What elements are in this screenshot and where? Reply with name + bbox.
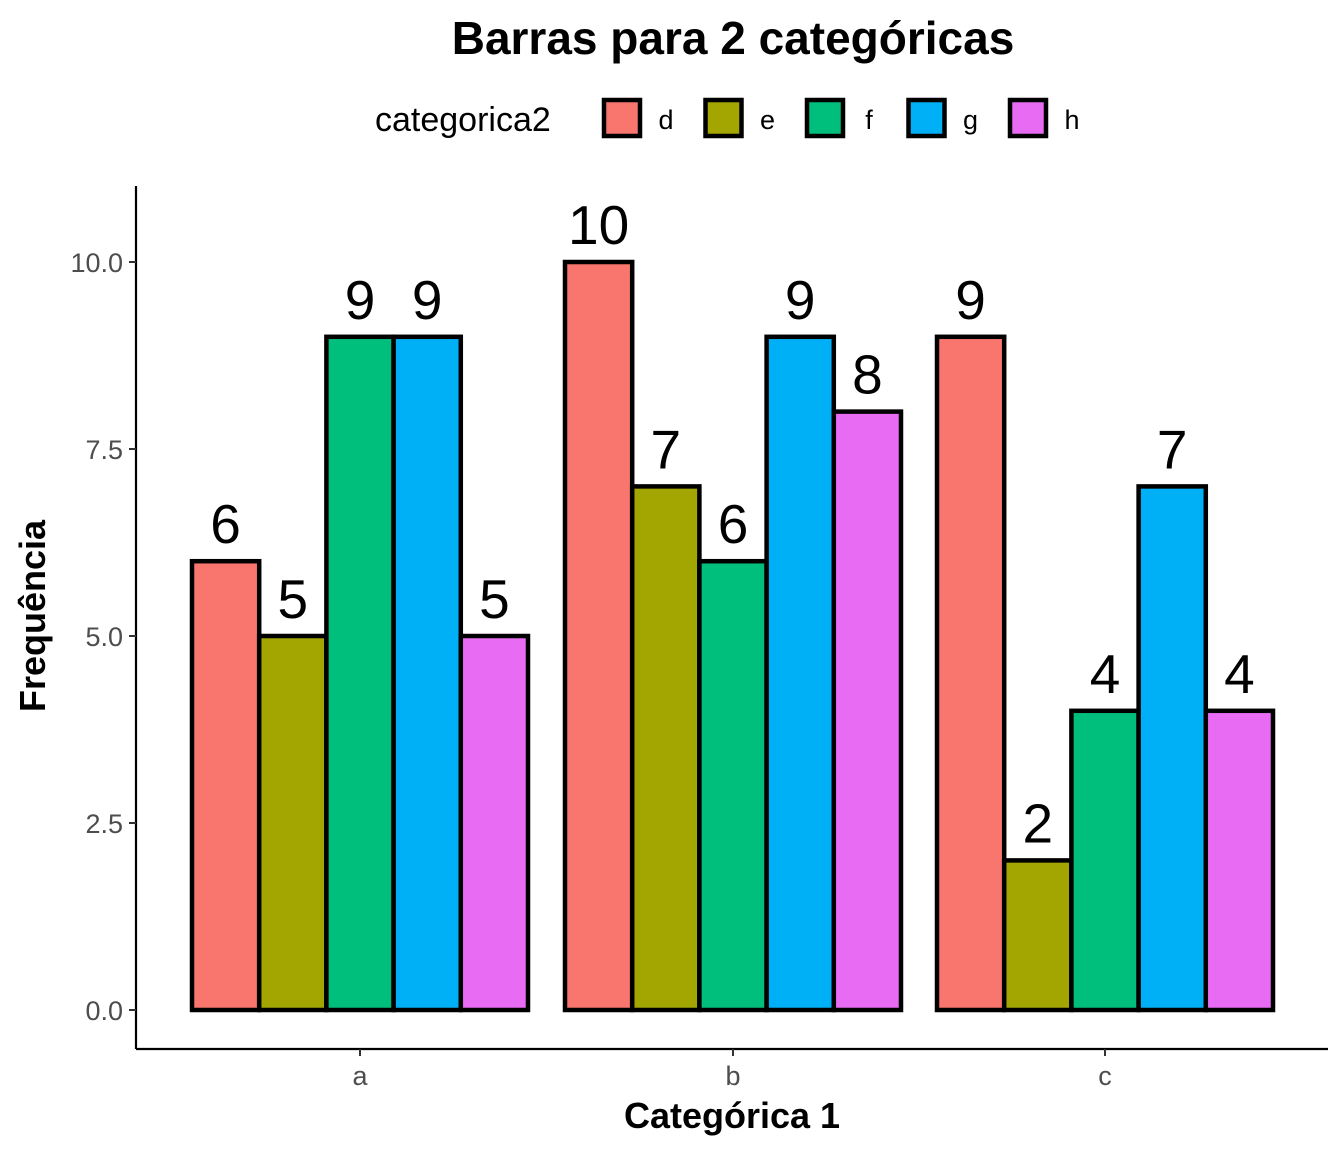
legend-label-d: d: [658, 105, 673, 135]
data-label-b-e: 7: [651, 418, 682, 480]
data-label-b-g: 9: [785, 269, 816, 331]
bar-c-h: [1203, 708, 1276, 1013]
y-tick-label: 5.0: [85, 622, 123, 652]
x-tick-label: a: [352, 1061, 368, 1091]
legend-key-f: [804, 97, 846, 139]
legend-key-e: [703, 97, 744, 139]
data-label-b-d: 10: [568, 194, 629, 256]
bar-b-d: [562, 259, 635, 1013]
legend-label-g: g: [963, 105, 978, 135]
x-axis-title: Categórica 1: [624, 1095, 840, 1136]
legend-label-h: h: [1064, 105, 1079, 135]
bar-a-h: [458, 633, 531, 1013]
data-label-b-h: 8: [852, 344, 883, 406]
legend-label-f: f: [865, 105, 873, 135]
bar-b-f: [697, 558, 769, 1013]
data-label-c-e: 2: [1023, 792, 1054, 854]
chart-title: Barras para 2 categóricas: [452, 12, 1015, 64]
bar-c-g: [1136, 484, 1209, 1013]
bar-b-h: [831, 409, 904, 1013]
bar-c-d: [934, 334, 1007, 1013]
data-label-c-f: 4: [1090, 643, 1121, 705]
legend-key-h: [1007, 97, 1049, 139]
data-label-c-d: 9: [955, 269, 986, 331]
x-tick-label: b: [725, 1061, 740, 1091]
y-axis-title: Frequência: [12, 519, 53, 712]
data-label-a-g: 9: [412, 269, 443, 331]
y-tick-label: 7.5: [85, 435, 123, 465]
y-tick-label: 10.0: [70, 248, 123, 278]
bars-group: [189, 259, 1276, 1013]
data-label-c-h: 4: [1224, 643, 1255, 705]
bar-a-e: [256, 633, 329, 1013]
data-label-b-f: 6: [718, 493, 749, 555]
legend-key-g: [906, 97, 947, 139]
data-label-c-g: 7: [1157, 418, 1188, 480]
x-tick-label: c: [1098, 1061, 1112, 1091]
bar-a-g: [391, 334, 464, 1013]
legend-title: categorica2: [375, 101, 551, 139]
legend-label-e: e: [760, 105, 775, 135]
bar-a-f: [324, 334, 396, 1013]
data-label-a-h: 5: [479, 568, 510, 630]
axes-group: 0.0 2.5 5.0 7.5 10.0 a b c: [70, 186, 1328, 1091]
bar-c-f: [1069, 708, 1141, 1013]
data-label-a-d: 6: [210, 493, 241, 555]
data-label-a-f: 9: [345, 269, 376, 331]
legend-key-d: [601, 97, 643, 139]
y-tick-label: 2.5: [85, 809, 123, 839]
bar-b-g: [764, 334, 837, 1013]
bar-a-d: [189, 558, 262, 1013]
bar-b-e: [629, 484, 702, 1013]
y-tick-label: 0.0: [85, 996, 123, 1026]
legend: categorica2 d e f g h: [375, 97, 1080, 139]
bar-c-e: [1001, 858, 1074, 1013]
data-label-a-e: 5: [278, 568, 309, 630]
